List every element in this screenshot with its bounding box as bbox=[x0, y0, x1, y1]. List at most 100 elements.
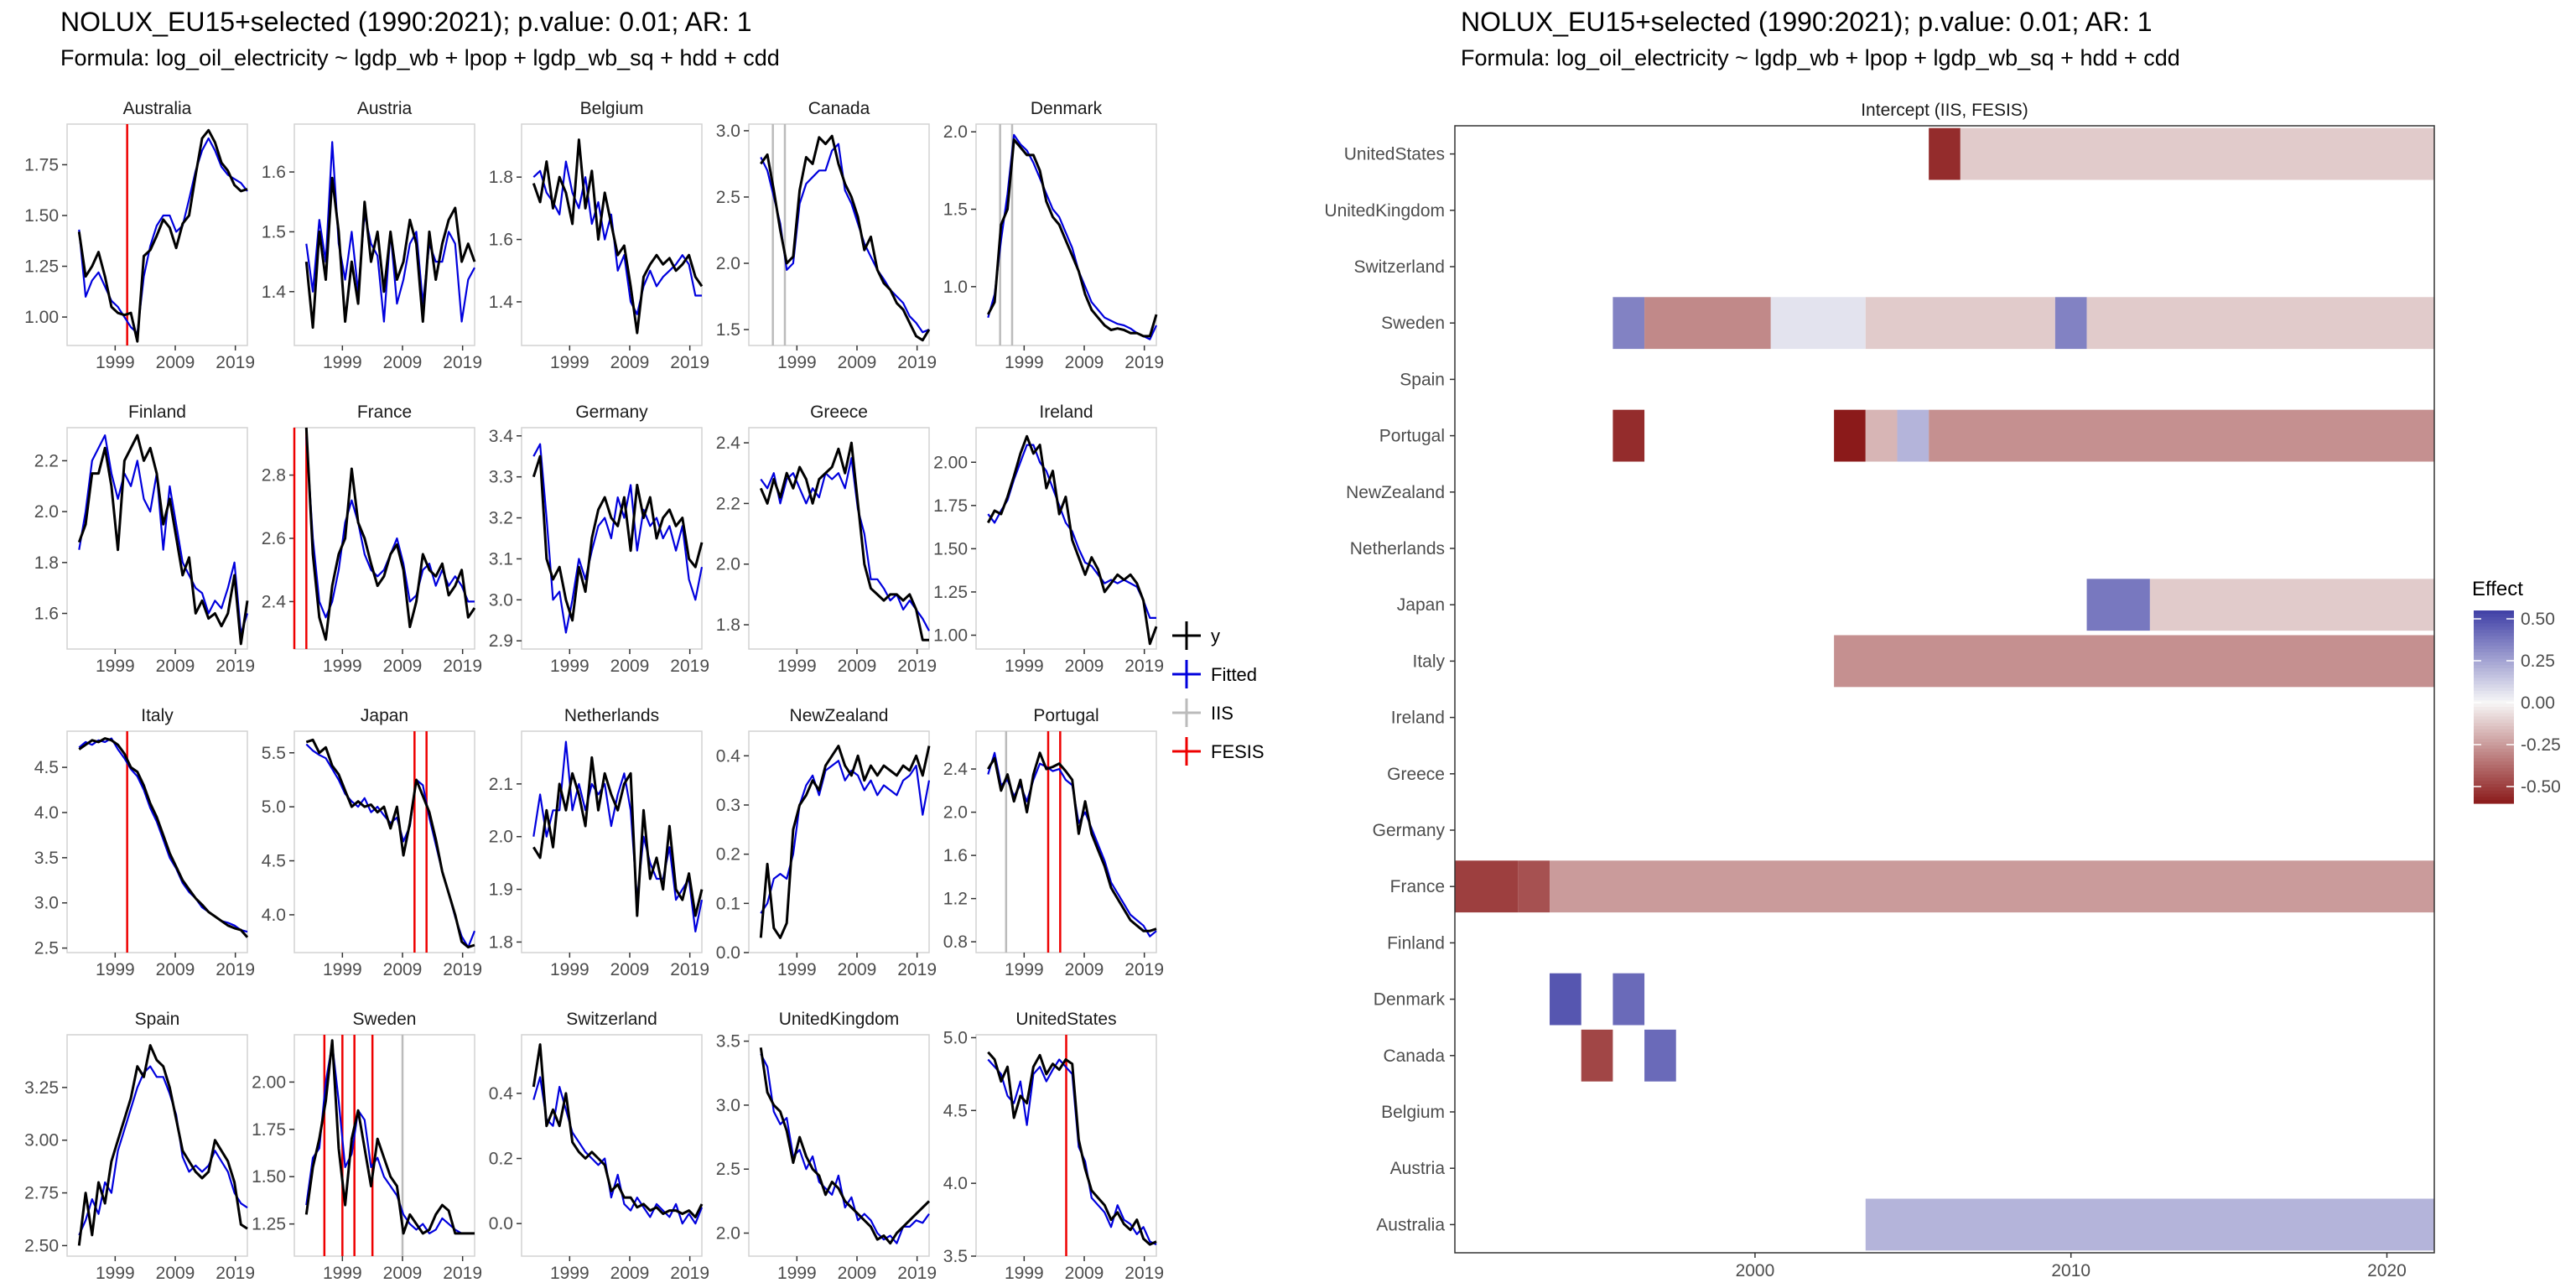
heatmap-x-tick-label: 2010 bbox=[2051, 1261, 2090, 1280]
row-label-finland: Finland bbox=[1387, 933, 1445, 953]
facet-title: Denmark bbox=[1031, 99, 1103, 118]
y-series-line bbox=[759, 441, 929, 641]
heatmap-cell-sweden bbox=[2054, 297, 2087, 350]
y-tick-label: 1.8 bbox=[489, 932, 513, 952]
y-series-line bbox=[532, 1043, 704, 1218]
row-label-unitedstates: UnitedStates bbox=[1344, 145, 1445, 164]
colorbar-segment bbox=[2474, 719, 2514, 724]
facet-canada: Canada 1999 2009 2019 1.5 2.0 2.5 3.0 bbox=[716, 99, 937, 372]
x-tick-label: 1999 bbox=[550, 657, 589, 676]
heatmap-cell-portugal bbox=[1929, 409, 2434, 462]
legend-label: IIS bbox=[1211, 703, 1233, 724]
heatmap-cell-sweden bbox=[2086, 297, 2434, 350]
facet-title: Greece bbox=[810, 402, 868, 422]
colorbar-segment bbox=[2474, 704, 2514, 708]
y-tick-label: 1.50 bbox=[252, 1167, 286, 1187]
y-tick-label: 1.25 bbox=[252, 1215, 286, 1234]
right-chart-subtitle: Formula: log_oil_electricity ~ lgdp_wb +… bbox=[1461, 45, 2180, 70]
facet-finland: Finland 1999 2009 2019 1.6 1.8 2.0 2.2 bbox=[34, 402, 255, 676]
colorbar-segment bbox=[2474, 662, 2514, 666]
facet-panel-border bbox=[748, 730, 930, 953]
colorbar-segment bbox=[2474, 751, 2514, 756]
y-series-line bbox=[77, 434, 249, 646]
y-tick-label: 3.3 bbox=[489, 468, 513, 487]
heatmap-cell-denmark bbox=[1550, 973, 1581, 1026]
colorbar-segment bbox=[2474, 758, 2514, 762]
colorbar-segment bbox=[2474, 626, 2514, 631]
y-tick-label: 3.0 bbox=[34, 894, 59, 913]
y-series-line bbox=[532, 138, 704, 335]
y-tick-label: 3.5 bbox=[943, 1247, 968, 1266]
x-tick-label: 2009 bbox=[383, 353, 423, 372]
row-label-germany: Germany bbox=[1373, 821, 1446, 840]
y-series-line bbox=[304, 427, 476, 641]
y-series-line bbox=[987, 1051, 1157, 1246]
facet-panel-border bbox=[975, 427, 1157, 650]
heatmap-x-tick-label: 2000 bbox=[1736, 1261, 1775, 1280]
colorbar-segment bbox=[2474, 790, 2514, 795]
colorbar-segment bbox=[2474, 668, 2514, 673]
facet-title: Canada bbox=[808, 99, 870, 118]
y-tick-label: 1.6 bbox=[262, 163, 286, 182]
heatmap-cell-sweden bbox=[1865, 297, 2055, 350]
colorbar-tick-label: 0.00 bbox=[2521, 693, 2555, 713]
y-tick-label: 2.0 bbox=[34, 502, 59, 522]
row-label-japan: Japan bbox=[1397, 595, 1445, 615]
left-chart-title: NOLUX_EU15+selected (1990:2021); p.value… bbox=[60, 7, 752, 37]
heatmap-x-tick-label: 2020 bbox=[2367, 1261, 2407, 1280]
y-tick-label: 1.2 bbox=[943, 890, 968, 909]
facet-title: Netherlands bbox=[564, 706, 659, 725]
heatmap-cell-unitedstates bbox=[1960, 127, 2434, 180]
colorbar-segment bbox=[2474, 652, 2514, 657]
fitted-series-line bbox=[532, 443, 704, 634]
facet-title: France bbox=[357, 402, 412, 422]
row-label-netherlands: Netherlands bbox=[1350, 539, 1445, 558]
row-label-switzerland: Switzerland bbox=[1353, 257, 1445, 277]
y-tick-label: 3.25 bbox=[24, 1078, 59, 1098]
y-tick-label: 4.0 bbox=[262, 906, 286, 925]
x-tick-label: 2019 bbox=[443, 1264, 482, 1283]
y-series-line bbox=[532, 454, 704, 622]
y-tick-label: 3.5 bbox=[34, 849, 59, 868]
colorbar-segment bbox=[2474, 742, 2514, 746]
legend-item-fesis: FESIS bbox=[1172, 737, 1265, 766]
colorbar-segment bbox=[2474, 700, 2514, 704]
y-tick-label: 0.0 bbox=[489, 1214, 513, 1233]
y-tick-label: 0.3 bbox=[716, 796, 740, 815]
facet-title: Japan bbox=[361, 706, 408, 725]
facet-panel-border bbox=[521, 123, 703, 346]
y-tick-label: 2.2 bbox=[716, 494, 740, 513]
x-tick-label: 2019 bbox=[897, 353, 937, 372]
x-tick-label: 2019 bbox=[670, 353, 709, 372]
legend-label: FESIS bbox=[1211, 741, 1265, 762]
heatmap-cell-italy bbox=[1834, 635, 2434, 688]
heatmap-cell-australia bbox=[1865, 1198, 2434, 1251]
fitted-series-line bbox=[78, 434, 249, 635]
x-tick-label: 2019 bbox=[443, 657, 482, 676]
heatmap-background bbox=[1455, 126, 2434, 1253]
colorbar-tick-label: 0.50 bbox=[2521, 610, 2555, 629]
colorbar-segment bbox=[2474, 690, 2514, 695]
colorbar-segment bbox=[2474, 636, 2514, 641]
colorbar-segment bbox=[2474, 787, 2514, 792]
colorbar-title: Effect bbox=[2472, 578, 2523, 600]
x-tick-label: 2019 bbox=[1124, 657, 1164, 676]
y-tick-label: 3.5 bbox=[716, 1032, 740, 1052]
x-tick-label: 2009 bbox=[383, 657, 423, 676]
y-tick-label: 0.1 bbox=[716, 894, 740, 913]
colorbar-segment bbox=[2474, 649, 2514, 653]
facet-italy: Italy 1999 2009 2019 2.5 3.0 3.5 4.0 4.5 bbox=[34, 706, 255, 979]
x-tick-label: 1999 bbox=[323, 960, 362, 979]
facet-title: NewZealand bbox=[790, 706, 889, 725]
heatmap-cell-portugal bbox=[1897, 409, 1929, 462]
heatmap-cell-portugal bbox=[1865, 409, 1898, 462]
y-tick-label: 1.0 bbox=[943, 278, 968, 297]
row-label-canada: Canada bbox=[1383, 1046, 1445, 1066]
colorbar-segment bbox=[2474, 613, 2514, 618]
y-series-line bbox=[304, 176, 476, 330]
y-tick-label: 3.4 bbox=[489, 427, 514, 446]
facet-newzealand: NewZealand 1999 2009 2019 0.0 0.1 0.2 0.3 0.4 bbox=[716, 706, 937, 979]
x-tick-label: 2019 bbox=[443, 960, 482, 979]
x-tick-label: 1999 bbox=[323, 353, 362, 372]
